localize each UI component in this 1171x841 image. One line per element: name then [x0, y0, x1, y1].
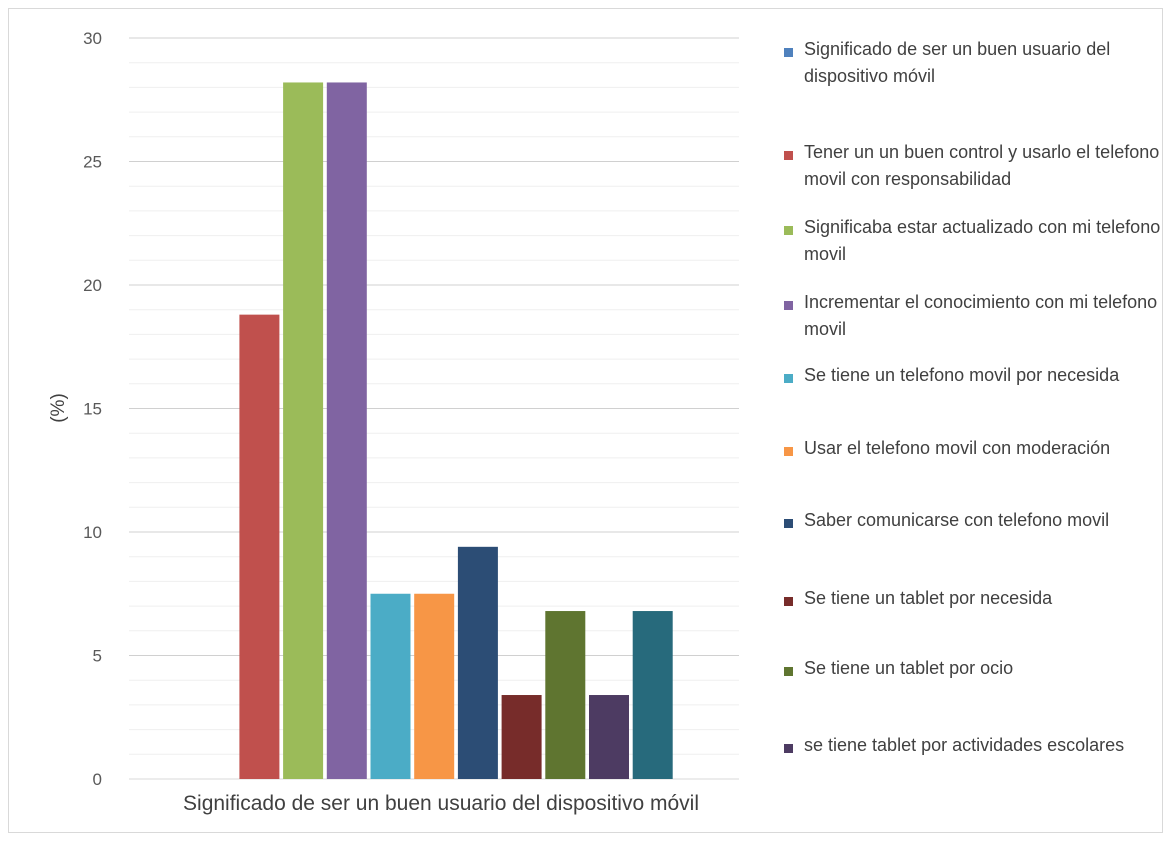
bar — [589, 695, 629, 779]
y-tick-label: 15 — [83, 400, 102, 419]
legend-label: Usar el telefono movil con moderación — [804, 438, 1111, 458]
y-tick-label: 20 — [83, 276, 102, 295]
legend-swatch — [784, 519, 793, 528]
y-axis-label: (%) — [48, 393, 69, 423]
y-tick-label: 25 — [83, 153, 102, 172]
bar — [283, 82, 324, 779]
legend-label: se tiene tablet por actividades escolare… — [804, 735, 1125, 755]
bars — [239, 82, 673, 779]
x-category-label: Significado de ser un buen usuario del d… — [183, 792, 699, 815]
legend-swatch — [784, 447, 793, 456]
y-tick-label: 5 — [93, 647, 102, 666]
legend-swatch — [784, 151, 793, 160]
legend-swatch — [784, 301, 793, 310]
legend-swatch — [784, 744, 793, 753]
legend-label: Se tiene un telefono movil por necesida — [804, 365, 1120, 385]
bar — [326, 82, 367, 779]
bar — [501, 695, 542, 779]
bar — [370, 593, 411, 779]
legend-label: Significaba estar actualizado con mi tel… — [804, 217, 1161, 264]
y-tick-labels: 0 5 10 15 20 25 30 — [83, 29, 102, 789]
y-tick-label: 30 — [83, 29, 102, 48]
legend-label: Se tiene un tablet por ocio — [804, 658, 1014, 678]
legend-swatch — [784, 48, 793, 57]
bar — [414, 593, 455, 779]
bar — [457, 546, 498, 779]
legend-label: Significado de ser un buen usuario del d… — [804, 39, 1111, 86]
legend-label: Tener un un buen control y usarlo el tel… — [804, 142, 1160, 189]
y-tick-label: 10 — [83, 523, 102, 542]
chart-frame — [8, 8, 1163, 833]
legend-swatch — [784, 597, 793, 606]
legend-swatch — [784, 226, 793, 235]
legend-label: Saber comunicarse con telefono movil — [804, 510, 1110, 530]
bar — [632, 611, 673, 779]
bar — [239, 314, 280, 779]
legend-label: Se tiene un tablet por necesida — [804, 588, 1053, 608]
legend-swatch — [784, 667, 793, 676]
legend-label: Incrementar el conocimiento con mi telef… — [804, 292, 1158, 339]
y-tick-label: 0 — [93, 770, 102, 789]
legend-swatch — [784, 374, 793, 383]
bar — [545, 611, 586, 779]
